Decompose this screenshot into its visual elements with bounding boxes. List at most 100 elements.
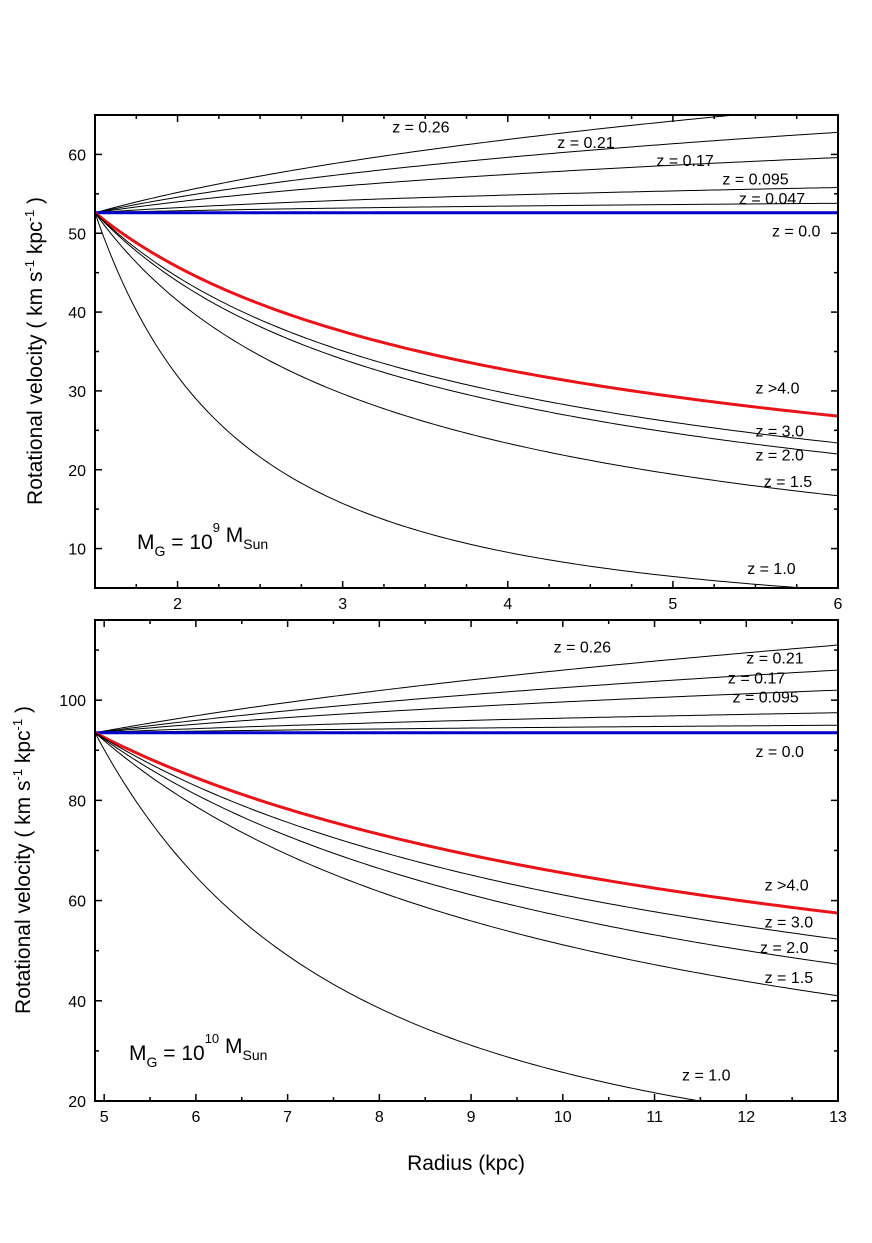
y-tick-label: 60: [68, 894, 86, 911]
top-panel: 2 3 4 5 6 10 20 30 40 50 60 z = 0.26 z = 0.21 z = 0.1…: [22, 114, 843, 613]
x-tick-label: 12: [737, 1109, 755, 1126]
series-label: z = 0.095: [733, 690, 799, 707]
series-label: z = 0.26: [392, 119, 449, 136]
axis-ticks: [94, 114, 839, 589]
series-label: z = 1.0: [682, 1067, 731, 1084]
y-axis-title: Rotational velocity ( km s-1 kpc-1 ): [10, 706, 35, 1014]
mass-annotation-part: M: [220, 524, 243, 547]
series-line-1: [95, 131, 838, 214]
x-tick-label: 6: [191, 1109, 200, 1126]
series-label: z = 0.21: [557, 135, 614, 152]
series-label: z = 0.17: [728, 671, 785, 688]
y-axis-title-part: -1: [22, 210, 37, 222]
y-axis-title-part: Rotational velocity ( km s: [12, 781, 35, 1014]
series-label: z = 0.0: [772, 223, 821, 240]
mass-annotation-part: Sun: [243, 536, 268, 552]
y-tick-label: 30: [68, 384, 86, 401]
y-tick-label: 80: [68, 793, 86, 810]
y-tick-label: 60: [68, 147, 86, 164]
series-label: z = 0.0: [755, 744, 804, 761]
mass-annotation-part: M: [129, 1042, 147, 1065]
series-label: z = 1.0: [747, 561, 796, 578]
mass-annotation-part: Sun: [242, 1047, 267, 1063]
y-axis-title-part: -1: [10, 719, 25, 731]
y-axis-title-part: kpc: [24, 221, 47, 260]
mass-annotation-part: G: [155, 543, 166, 559]
y-tick-label: 40: [68, 994, 86, 1011]
mass-annotation-part: 10: [205, 1031, 219, 1046]
mass-annotation-part: M: [137, 531, 155, 554]
series-line-4: [95, 202, 838, 214]
series-line-2: [95, 157, 838, 214]
series-line-2: [95, 689, 838, 734]
y-tick-label: 100: [59, 693, 86, 710]
mass-annotation-part: 9: [213, 520, 220, 535]
x-tick-label: 2: [173, 596, 182, 613]
y-axis-title: Rotational velocity ( km s-1 kpc-1 ): [22, 197, 47, 505]
series-line-6: [95, 731, 838, 915]
axis-ticks: [95, 620, 839, 1102]
series-label: z = 0.21: [746, 651, 803, 668]
y-axis-title-part: kpc: [12, 730, 35, 769]
series-line-0: [95, 644, 838, 734]
mass-annotation-part: = 10: [157, 1042, 204, 1065]
series-line-10: [95, 732, 703, 1101]
mass-annotation: MG = 1010 MSun: [129, 1031, 267, 1070]
x-tick-label: 4: [503, 596, 512, 613]
series-label: z = 3.0: [765, 915, 814, 932]
x-tick-label: 6: [834, 596, 843, 613]
series-line-10: [95, 212, 811, 588]
series-line-4: [95, 724, 838, 734]
y-tick-label: 40: [68, 305, 86, 322]
series-label: z = 1.5: [765, 970, 814, 987]
series-label: z = 1.5: [764, 474, 813, 491]
x-tick-label: 5: [668, 596, 677, 613]
mass-annotation-part: = 10: [165, 531, 212, 554]
series-line-1: [95, 669, 838, 734]
mass-annotation-part: G: [147, 1054, 158, 1070]
x-tick-label: 3: [338, 596, 347, 613]
y-axis-title-part: ): [12, 706, 35, 719]
plot-frame: [94, 619, 839, 1102]
x-tick-label: 5: [100, 1109, 109, 1126]
x-tick-label: 8: [375, 1109, 384, 1126]
series-line-9: [95, 732, 838, 997]
y-axis-title-part: Rotational velocity ( km s: [24, 272, 47, 505]
curves: [95, 115, 838, 588]
series-line-8: [95, 212, 838, 455]
x-tick-label: 9: [467, 1109, 476, 1126]
x-tick-label: 11: [646, 1109, 663, 1126]
series-label: z = 0.17: [656, 153, 713, 170]
series-label: z = 3.0: [755, 424, 804, 441]
series-label: z = 2.0: [760, 940, 809, 957]
series-label: z >4.0: [765, 878, 809, 895]
series-label: z = 0.26: [554, 640, 611, 657]
x-tick-label: 7: [283, 1109, 292, 1126]
y-axis-title-part: -1: [10, 769, 25, 781]
series-line-9: [95, 212, 838, 497]
series-label: z = 0.095: [722, 171, 788, 188]
series-line-7: [95, 732, 838, 940]
series-label: z = 2.0: [755, 447, 804, 464]
curves: [95, 644, 838, 1101]
y-tick-label: 20: [68, 463, 86, 480]
series-label: z = 0.047: [739, 191, 805, 208]
series-line-3: [95, 187, 838, 214]
series-line-6: [95, 211, 838, 418]
x-tick-label: 10: [554, 1109, 572, 1126]
series-line-8: [95, 732, 838, 965]
mass-annotation-part: M: [219, 1035, 242, 1058]
bottom-panel: 5 6 7 8 9 10 11 12 13 20 40 60 80 100 z = 0.26 z = 0.21…: [10, 619, 847, 1126]
series-line-3: [95, 712, 838, 734]
y-tick-label: 20: [68, 1094, 86, 1111]
x-axis-title: Radius (kpc): [407, 1152, 525, 1175]
y-axis-title-part: -1: [22, 260, 37, 272]
mass-annotation: MG = 109 MSun: [137, 520, 268, 559]
y-axis-title-part: ): [24, 197, 47, 210]
y-tick-label: 50: [68, 226, 86, 243]
series-label: z >4.0: [755, 380, 799, 397]
series-line-7: [95, 212, 838, 444]
x-tick-label: 13: [829, 1109, 847, 1126]
y-tick-label: 10: [68, 542, 86, 559]
